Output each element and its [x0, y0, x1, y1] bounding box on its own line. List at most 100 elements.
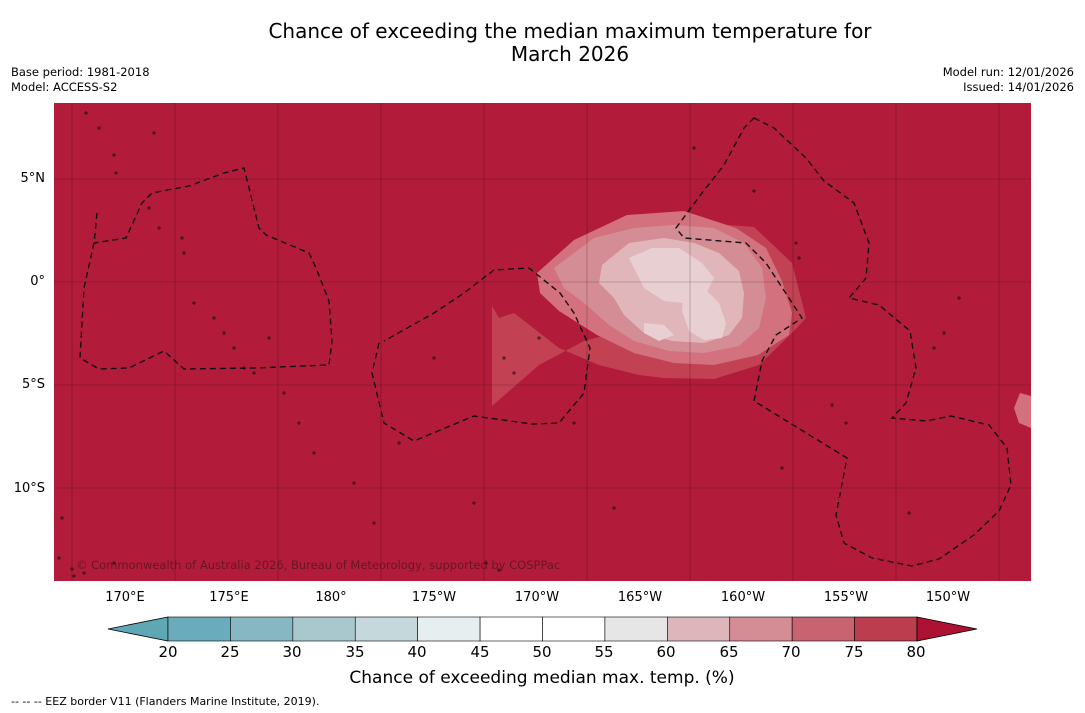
meta-left: Base period: 1981-2018 Model: ACCESS-S2: [11, 65, 150, 95]
island-outline: [212, 316, 216, 320]
cb-tick-40: 40: [407, 643, 427, 661]
island-outline: [60, 516, 64, 520]
colorbar-label: Chance of exceeding median max. temp. (%…: [349, 668, 735, 688]
island-outline: [352, 481, 356, 485]
cb-tick-50: 50: [532, 643, 552, 661]
lon-label-155w: 155°W: [823, 590, 869, 605]
island-outline: [112, 153, 116, 157]
island-outline: [432, 356, 436, 360]
island-outline: [297, 421, 301, 425]
colorbar-bins: [167, 616, 918, 642]
island-outline: [794, 241, 798, 245]
island-outline: [502, 356, 506, 360]
graticule: [54, 103, 1031, 581]
colorbar-bin: [854, 616, 918, 642]
island-coastlines: [57, 111, 961, 578]
colorbar-bin: [292, 616, 356, 642]
island-outline: [252, 371, 256, 375]
lat-label-equator: 0°: [30, 274, 45, 289]
cb-tick-55: 55: [594, 643, 614, 661]
eez-border-line-islands: [675, 117, 1012, 567]
island-outline: [157, 226, 161, 230]
cb-tick-65: 65: [719, 643, 739, 661]
lon-label-180: 180°: [315, 590, 347, 605]
island-outline: [484, 561, 488, 565]
forecast-map: [54, 103, 1031, 581]
cb-tick-60: 60: [656, 643, 676, 661]
island-outline: [57, 556, 61, 560]
title-line-1: Chance of exceeding the median maximum t…: [268, 19, 872, 43]
colorbar-bin: [230, 616, 294, 642]
cb-tick-75: 75: [844, 643, 864, 661]
copyright-notice: © Commonwealth of Australia 2026, Bureau…: [76, 558, 561, 572]
anomaly-patch-east: [1014, 393, 1031, 428]
lon-label-170w: 170°W: [514, 590, 560, 605]
cb-tick-70: 70: [781, 643, 801, 661]
island-outline: [82, 571, 86, 575]
cb-tick-80: 80: [906, 643, 926, 661]
title-line-2: March 2026: [510, 42, 630, 66]
colorbar-bin: [167, 616, 231, 642]
cb-tick-30: 30: [282, 643, 302, 661]
lon-label-175e: 175°E: [209, 590, 249, 605]
eez-border-tuvalu: [79, 167, 333, 370]
lat-label-5n: 5°N: [20, 171, 46, 186]
island-outline: [780, 466, 784, 470]
cb-tick-35: 35: [345, 643, 365, 661]
island-outline: [512, 371, 516, 375]
island-outline: [232, 346, 236, 350]
base-period: Base period: 1981-2018: [11, 65, 150, 79]
island-outline: [797, 256, 801, 260]
island-outline: [112, 561, 116, 565]
island-outline: [97, 126, 101, 130]
colorbar-bin: [354, 616, 418, 642]
island-outline: [72, 574, 76, 578]
island-outline: [472, 501, 476, 505]
lon-label-150w: 150°W: [925, 590, 971, 605]
island-outline: [537, 336, 541, 340]
lon-label-170e: 170°E: [105, 590, 145, 605]
colorbar-bin: [667, 616, 731, 642]
island-outline: [70, 567, 74, 571]
warm-anomaly-region: [492, 211, 1031, 428]
model-run: Model run: 12/01/2026: [942, 65, 1074, 79]
eez-footnote: -- -- -- EEZ border V11 (Flanders Marine…: [11, 695, 320, 708]
island-outline: [372, 521, 376, 525]
island-outline: [844, 421, 848, 425]
colorbar-bin: [479, 616, 543, 642]
island-outline: [312, 451, 316, 455]
cb-tick-45: 45: [470, 643, 490, 661]
lon-label-165w: 165°W: [617, 590, 663, 605]
island-outline: [932, 346, 936, 350]
island-outline: [222, 331, 226, 335]
cb-tick-20: 20: [158, 643, 178, 661]
island-outline: [830, 403, 834, 407]
anomaly-contour-85: [629, 248, 726, 341]
island-outline: [572, 421, 576, 425]
island-outline: [267, 336, 271, 340]
lon-label-175w: 175°W: [411, 590, 457, 605]
colorbar-bin: [729, 616, 793, 642]
island-outline: [114, 171, 118, 175]
model-name: Model: ACCESS-S2: [11, 80, 118, 94]
island-outline: [497, 568, 501, 572]
meta-right: Model run: 12/01/2026 Issued: 14/01/2026: [943, 65, 1074, 95]
map-title: Chance of exceeding the median maximum t…: [0, 20, 1085, 66]
island-outline: [397, 441, 401, 445]
island-outline: [282, 391, 286, 395]
island-outline: [957, 296, 961, 300]
island-outline: [752, 189, 756, 193]
island-outline: [147, 206, 151, 210]
island-outline: [192, 301, 196, 305]
island-outline: [180, 236, 184, 240]
colorbar-bin: [417, 616, 481, 642]
island-outline: [692, 146, 696, 150]
colorbar-over-arrow: [916, 616, 978, 642]
colorbar-bin: [791, 616, 855, 642]
island-outline: [612, 506, 616, 510]
lat-label-5s: 5°S: [21, 377, 45, 392]
island-outline: [907, 511, 911, 515]
eez-borders: [79, 117, 1012, 567]
lat-label-10s: 10°S: [13, 481, 45, 496]
colorbar: [107, 616, 978, 642]
